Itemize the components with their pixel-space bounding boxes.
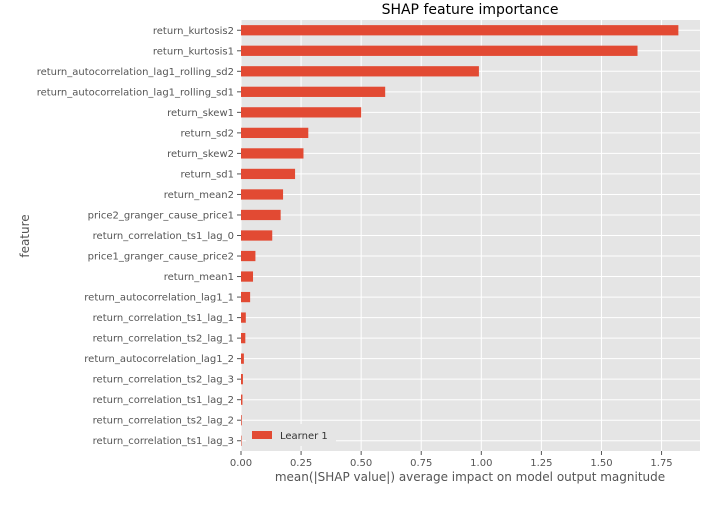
bar [241, 230, 273, 241]
x-tick-label: 0.75 [410, 458, 432, 469]
x-tick-label: 1.50 [590, 458, 612, 469]
bar [241, 415, 242, 426]
bars [241, 25, 679, 446]
x-tick-label: 0.00 [230, 458, 252, 469]
x-tick-labels: 0.00 0.25 0.50 0.75 1.00 1.25 1.50 1.75 [230, 451, 673, 469]
y-axis-label: feature [18, 214, 32, 257]
bar [241, 271, 254, 282]
bar [241, 189, 284, 200]
y-tick-label: return_autocorrelation_lag1_rolling_sd1 [37, 87, 234, 98]
y-tick-label: return_correlation_ts1_lag_1 [93, 313, 234, 324]
bar [241, 250, 256, 262]
y-tick-label: return_correlation_ts2_lag_3 [93, 375, 234, 386]
bar [241, 312, 246, 323]
x-tick-label: 1.00 [470, 458, 492, 469]
x-tick-label: 0.25 [290, 458, 312, 469]
bar [241, 168, 296, 180]
x-tick-label: 0.50 [350, 458, 372, 469]
y-tick-label: price2_granger_cause_price1 [88, 210, 234, 221]
y-tick-label: return_sd2 [181, 128, 235, 139]
bar [241, 353, 244, 364]
legend-box [246, 424, 336, 446]
y-tick-label: return_autocorrelation_lag1_1 [84, 293, 234, 304]
bar [241, 394, 243, 405]
x-axis-label: mean(|SHAP value|) average impact on mod… [275, 470, 665, 484]
x-tick-label: 1.25 [530, 458, 552, 469]
bar [241, 291, 251, 303]
y-tick-label: return_correlation_ts1_lag_2 [93, 395, 234, 406]
y-tick-label: return_correlation_ts1_lag_0 [93, 231, 234, 242]
y-tick-label: return_kurtosis2 [153, 26, 234, 37]
bar [241, 374, 243, 385]
y-tick-label: return_correlation_ts1_lag_3 [93, 436, 234, 447]
bar [241, 127, 309, 139]
legend-swatch [252, 431, 272, 439]
y-tick-label: return_skew2 [167, 149, 234, 160]
x-tick-label: 1.75 [650, 458, 672, 469]
bar [241, 45, 638, 56]
y-tick-label: return_autocorrelation_lag1_2 [84, 354, 234, 365]
bar [241, 332, 246, 344]
y-tick-label: price1_granger_cause_price2 [88, 252, 234, 263]
y-tick-label: return_sd1 [181, 169, 235, 180]
legend-label: Learner 1 [280, 431, 328, 442]
y-tick-label: return_autocorrelation_lag1_rolling_sd2 [37, 67, 234, 78]
chart-title: SHAP feature importance [382, 2, 559, 18]
bar [241, 209, 281, 221]
bar [241, 107, 362, 118]
bar [241, 148, 304, 159]
bar [241, 86, 386, 97]
y-tick-labels: return_kurtosis2 return_kurtosis1 return_a… [37, 26, 241, 447]
bar [241, 25, 679, 36]
y-tick-label: return_skew1 [167, 108, 234, 119]
bar [241, 435, 242, 446]
y-tick-label: return_mean1 [164, 272, 234, 283]
y-tick-label: return_mean2 [164, 190, 234, 201]
y-tick-label: return_kurtosis1 [153, 46, 234, 57]
bar [241, 66, 479, 77]
legend: Learner 1 [246, 424, 336, 446]
y-tick-label: return_correlation_ts2_lag_1 [93, 334, 234, 345]
y-tick-label: return_correlation_ts2_lag_2 [93, 416, 234, 427]
